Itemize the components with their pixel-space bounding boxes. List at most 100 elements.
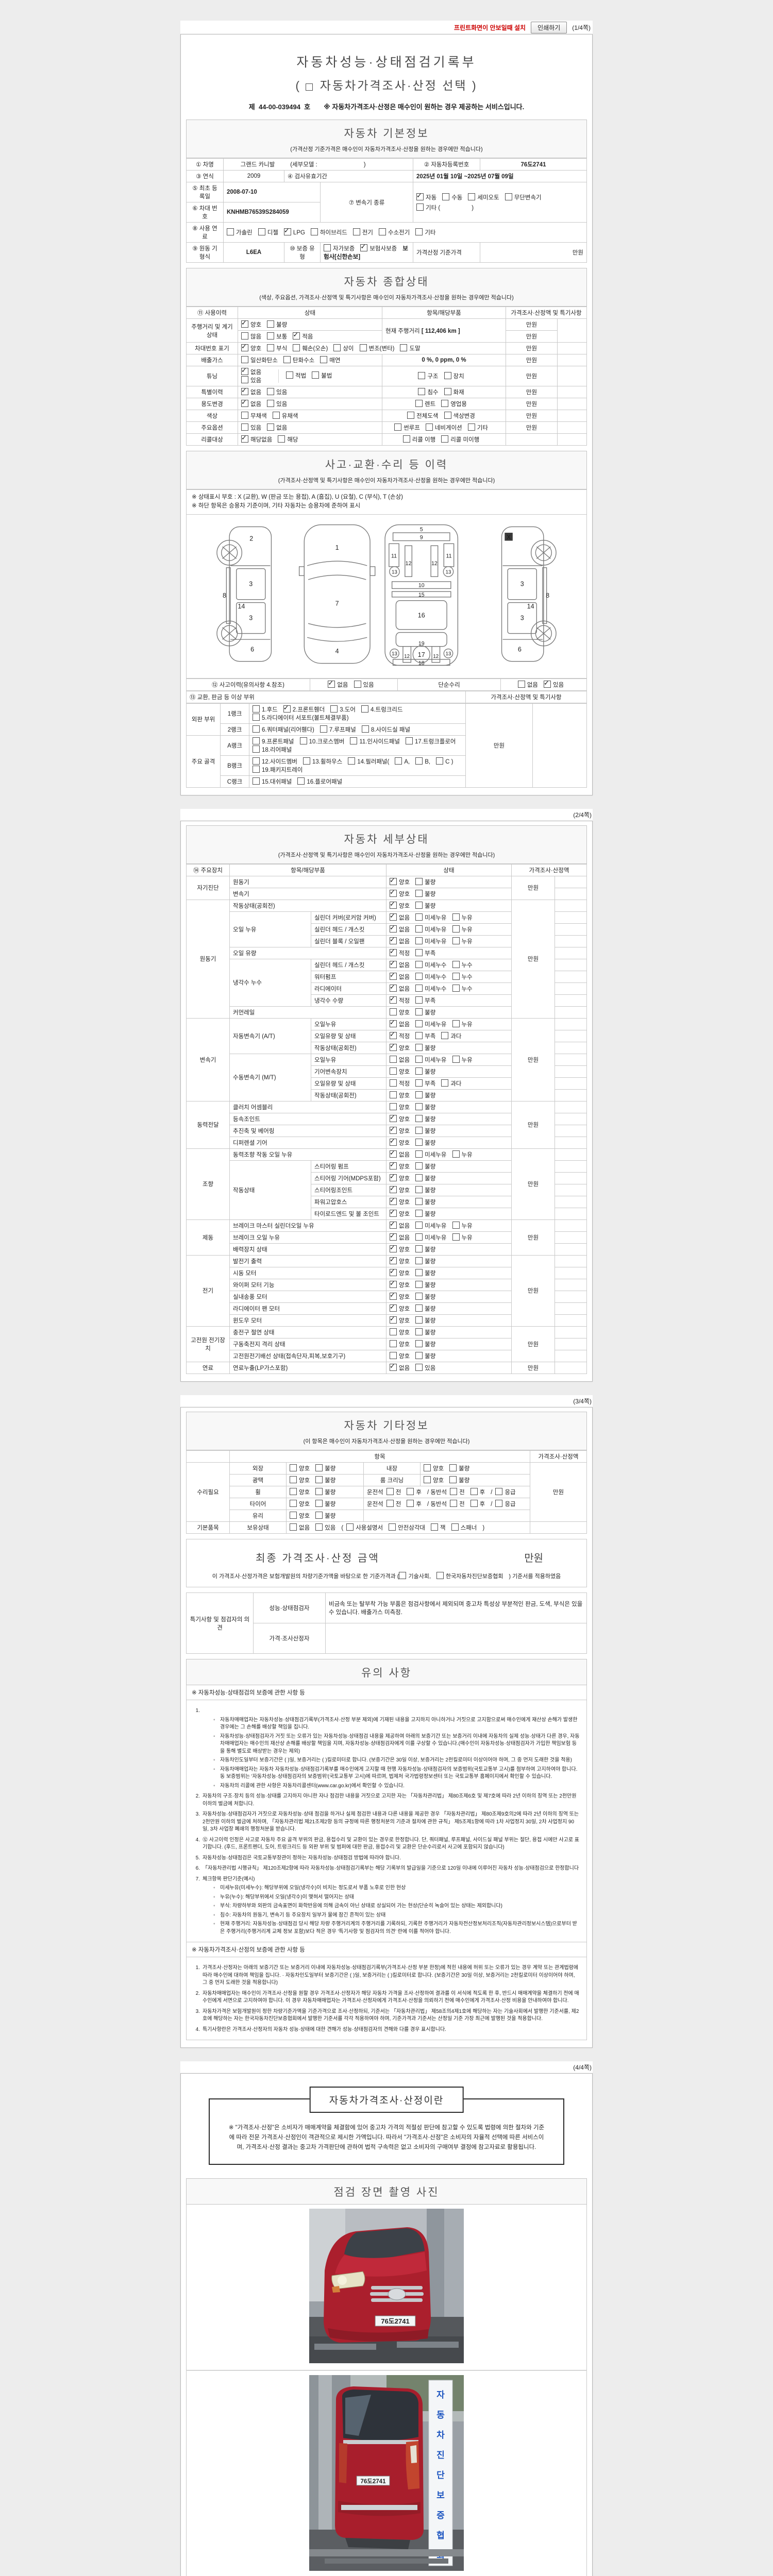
checkbox-option: 부족 (415, 1031, 435, 1040)
photo-front-svg: 76도2741 (309, 2208, 464, 2363)
state-options: 양호 불량 (386, 1006, 512, 1019)
final-price-unit: 만원 (524, 1552, 543, 1564)
screenshot-root: 프린트화면이 안보일때 설치 인쇄하기 (1/4쪽) 자동차성능·상태점검기록부… (0, 21, 773, 2576)
checkbox-icon (431, 1523, 438, 1531)
item-label: 내장 (363, 1462, 421, 1475)
item-label: 타이어 (229, 1497, 287, 1510)
checkbox-icon (415, 1280, 423, 1288)
state-options: 양호 불량 (386, 1255, 512, 1267)
checkbox-option: 양호 (390, 1351, 410, 1360)
note-cell (554, 1290, 587, 1303)
price-cell: 만원 (511, 1255, 555, 1327)
panel-number: 13 (446, 569, 451, 575)
checkbox-icon (452, 913, 460, 921)
group-label: 수리필요 (186, 1462, 230, 1522)
inspection-photo-front: 76도2741 (186, 2204, 587, 2370)
note-bullet-text: 침수: 자동차의 원동기, 변속기 등 주요장치 일부가 물에 잠긴 흔적이 있… (220, 1912, 386, 1918)
panel-number: 3 (249, 614, 253, 621)
print-button[interactable]: 인쇄하기 (531, 21, 567, 33)
checkbox-icon (441, 435, 449, 443)
checkbox-option: 양호 (390, 1125, 410, 1135)
checkbox-icon (315, 1511, 323, 1519)
note-cell (554, 1089, 587, 1101)
checkbox-option: 양호 (290, 1476, 310, 1484)
table-row: 커먼레일 양호 불량 (187, 1006, 587, 1019)
checkbox-option: 기타 ( (416, 203, 440, 212)
state-options: 양호 불량 (386, 1278, 512, 1291)
section-accident-title: 사고·교환·수리 등 이력 (325, 459, 448, 471)
checkbox-option: 3.도어 (330, 705, 356, 714)
group-label: 전기 (186, 1255, 230, 1327)
checkbox-option: 없음 (390, 1055, 410, 1064)
checkbox-checked-icon (390, 1232, 397, 1241)
checkbox-icon (452, 1055, 460, 1063)
checkbox-option: 전 (450, 1487, 465, 1496)
note-bullet: 자동차매매업자는 자동차성능·상태점검기록부(가격조사·산정 부분 제외)에 기… (213, 1717, 580, 1732)
mileage-state-1: 양호 불량 (238, 318, 382, 331)
checkbox-checked-icon (390, 995, 397, 1004)
panel-number: 9 (420, 534, 423, 540)
checkbox-icon (315, 1499, 323, 1507)
item-label: 동력조향 작동 오일 누유 (229, 1148, 386, 1161)
note-cell (554, 1053, 587, 1066)
note-bullet: 침수: 자동차의 원동기, 변속기 등 주요장치 일부가 물에 잠긴 흔적이 있… (213, 1912, 580, 1920)
note-cell (554, 1349, 587, 1362)
note-cell (554, 970, 587, 983)
item-label: 작동상태(공회전) (229, 899, 386, 912)
panel-number: 12 (433, 653, 439, 659)
car-diagram-svg: 2 8 3 14 3 6 1 7 4 5 9 11 11 12 12 13 13… (216, 524, 557, 666)
price-cell: 만원 (506, 398, 558, 410)
item-label: 냉각수 누수 (229, 958, 311, 1007)
subitem-label: 작동상태(공회전) (311, 1041, 386, 1054)
note-cell (557, 354, 587, 366)
checkbox-option: 2.프론트휀더 (283, 704, 325, 714)
note-cell (554, 1041, 587, 1054)
checkbox-icon (415, 1150, 423, 1158)
checkbox-option: 매연 (320, 356, 340, 364)
panel-number: 14 (238, 603, 245, 610)
engine-type-label: ⑨ 원동 기형식 (186, 242, 224, 263)
checkbox-icon (415, 757, 423, 765)
checkbox-icon (415, 1304, 423, 1312)
checkbox-icon (415, 1351, 423, 1359)
table-row: ⑬ 교환, 판금 등 이상 부위 가격조사·산정액 및 특기사항 (186, 690, 587, 703)
section-overall-title: 자동차 종합상태 (344, 276, 429, 288)
checkbox-icon (286, 371, 293, 379)
section-detail-header: 자동차 세부상태 (가격조사·산정액 및 특기사항은 매수인이 자동차가격조사·… (186, 825, 587, 864)
checkbox-checked-icon (390, 912, 397, 921)
checkbox-option: 불량 (315, 1487, 335, 1496)
table-row: ⑨ 원동 기형식 L6EA ⑩ 보증 유형 자가보증보험사보증보험사[신한손보]… (186, 242, 587, 263)
checkbox-option: 불량 (415, 1209, 435, 1218)
notes-price-heading: ※ 자동차가격조사·산정의 보증에 관한 사항 등 (186, 1942, 587, 1957)
checkbox-option: 미세누수 (415, 972, 447, 981)
checkbox-option: 없음 (390, 1149, 410, 1159)
subitem-label: 오일누유 (311, 1018, 386, 1030)
note-cell (557, 410, 587, 422)
checkbox-checked-icon (390, 1113, 397, 1122)
recall-label: 리콜대상 (186, 433, 238, 446)
note-bullet-text: 부식: 차량하부와 외판의 금속표면이 화학반응에 의해 금속이 아닌 상태로 … (220, 1903, 502, 1909)
checkbox-icon (324, 244, 331, 251)
inspector-opinion-label: 성능·상태점검자 (253, 1592, 326, 1623)
checkbox-option: 부족 (415, 996, 435, 1005)
damage-code-legend: ※ 상태표시 부호 : X (교환), W (판금 또는 용접), A (흠집)… (186, 489, 587, 515)
special-history-options-2: 침수 화재 (382, 386, 506, 398)
checkbox-icon (415, 1020, 423, 1027)
tuning-options: 없음있음 적법 불법 (238, 366, 382, 386)
checkbox-icon (241, 423, 248, 431)
table-row: 디퍼렌셜 기어 양호 불량 (187, 1136, 587, 1149)
checkbox-icon (253, 705, 260, 713)
checkbox-option: 불량 (415, 889, 435, 898)
accident-history-label: ⑫ 사고이력(유의사항 4.참조) (186, 678, 310, 691)
checkbox-option: 기술사회, (399, 1571, 431, 1581)
checkbox-option: 잭 (431, 1523, 446, 1532)
tuning-label: 튜닝 (186, 366, 238, 386)
table-row: 특기사항 및 점검자의 의견 성능·상태점검자 비금속 또는 탈부착 가능 부품… (186, 1592, 587, 1654)
rank-label: C랭크 (220, 775, 249, 788)
checkbox-icon (290, 1487, 297, 1495)
checkbox-icon (442, 193, 450, 200)
checkbox-checked-icon (390, 1267, 397, 1276)
checkbox-icon (415, 1221, 423, 1229)
state-options: 양호 불량 (386, 1243, 512, 1256)
